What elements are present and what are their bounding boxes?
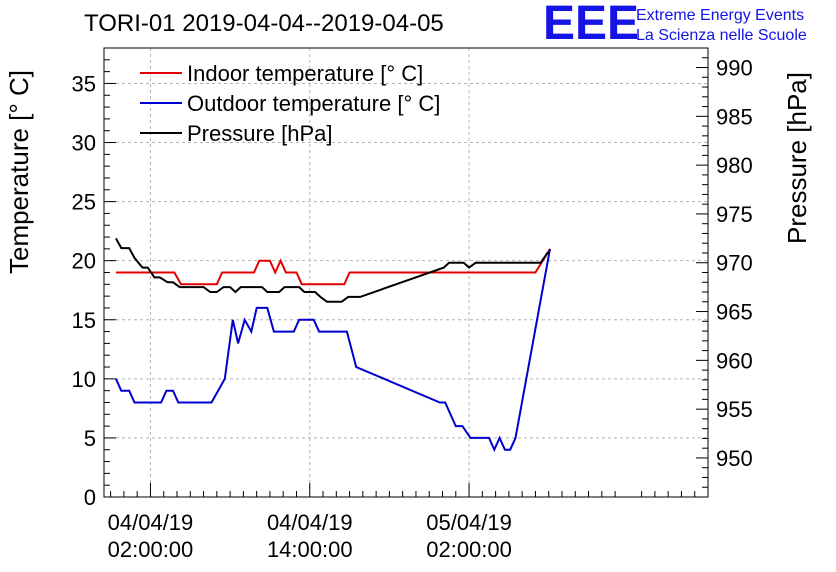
x-tick-time: 02:00:00 [108, 537, 194, 562]
brand-line-1: Extreme Energy Events [636, 7, 804, 24]
series-line-1 [115, 248, 551, 286]
y-left-tick-label: 20 [72, 249, 96, 274]
y-right-tick-label: 950 [716, 446, 753, 471]
legend: Indoor temperature [° C] Outdoor temperat… [140, 61, 440, 146]
y-left-tick-label: 30 [72, 131, 96, 156]
plot-frame [103, 47, 709, 498]
y-right-tick-label: 980 [716, 153, 753, 178]
y-right-tick-label: 970 [716, 251, 753, 276]
eee-logo-text: EEE [543, 0, 639, 50]
x-tick-date: 05/04/19 [426, 510, 512, 535]
y-right-tick-label: 985 [716, 104, 753, 129]
y-right-tick-label: 975 [716, 202, 753, 227]
y-left-tick-label: 10 [72, 367, 96, 392]
y-left-tick-label: 0 [84, 485, 96, 510]
y-axis-left-label: Temperature [° C] [4, 70, 34, 274]
x-tick-time: 02:00:00 [426, 537, 512, 562]
y-left-tick-label: 25 [72, 190, 96, 215]
x-tick-date: 04/04/19 [267, 510, 353, 535]
y-right-tick-label: 960 [716, 348, 753, 373]
legend-label: Pressure [hPa] [187, 121, 333, 146]
y-right-tick-label: 965 [716, 300, 753, 325]
axes: 0510152025303504/04/1902:00:0004/04/1914… [72, 47, 753, 562]
y-left-tick-label: 15 [72, 308, 96, 333]
series-line-2 [114, 248, 551, 453]
x-tick-date: 04/04/19 [108, 510, 194, 535]
y-right-tick-label: 955 [716, 397, 753, 422]
brand-line-2: La Scienza nelle Scuole [636, 27, 807, 44]
chart-title: TORI-01 2019-04-04--2019-04-05 [84, 10, 444, 37]
grid-lines [104, 48, 708, 497]
legend-label: Outdoor temperature [° C] [187, 91, 440, 116]
eee-logo: EEE Extreme Energy Events La Scienza nel… [543, 0, 807, 50]
y-right-tick-label: 990 [716, 56, 753, 81]
x-tick-time: 14:00:00 [267, 537, 353, 562]
y-left-tick-label: 35 [72, 71, 96, 96]
legend-label: Indoor temperature [° C] [187, 61, 423, 86]
series-layer [114, 237, 551, 453]
series-line-3 [115, 237, 550, 303]
y-axis-right-label: Pressure [hPa] [782, 72, 812, 244]
y-left-tick-label: 5 [84, 426, 96, 451]
